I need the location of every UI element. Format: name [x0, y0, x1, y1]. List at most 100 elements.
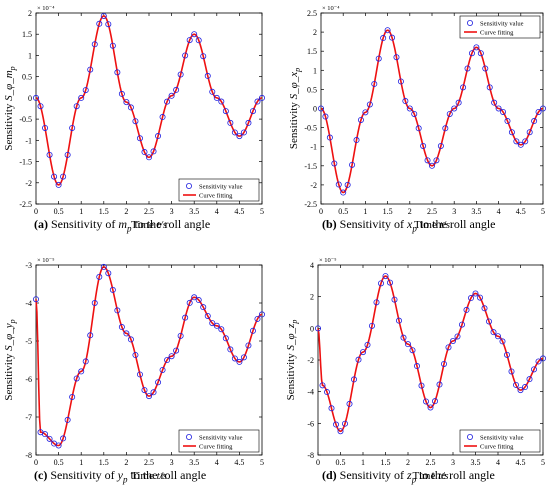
y-tick-label: -8 — [307, 451, 314, 460]
sensitivity-value-point — [337, 428, 344, 435]
y-tick-label: -4 — [307, 388, 314, 397]
y-tick-label: 2 — [310, 293, 314, 302]
caption-letter: (d) — [322, 468, 337, 482]
sensitivity-value-point — [397, 78, 404, 85]
caption-text-end: to the roll angle — [416, 217, 496, 231]
legend-marker-icon — [466, 433, 473, 440]
sensitivity-value-point — [458, 321, 465, 328]
sensitivity-value-point — [335, 181, 342, 188]
x-axis-label: Time t/s — [131, 219, 167, 231]
x-axis-label: Time t/s — [131, 470, 167, 482]
sensitivity-value-point — [258, 311, 265, 318]
sensitivity-value-point — [355, 356, 362, 363]
sensitivity-value-point — [331, 160, 338, 167]
sensitivity-value-point — [468, 50, 475, 57]
x-tick-label: 3 — [451, 458, 455, 467]
axis-exponent-label: × 10⁻⁴ — [37, 5, 55, 12]
y-tick-label: -2 — [25, 179, 32, 188]
panel-b: 0 0.5 1 1.5 2 2.5 3 3.5 4 4.5 5 -2.5 -2 -1.5 -1 -0.5 0 0.… — [288, 5, 547, 231]
sensitivity-value-point — [353, 137, 360, 144]
y-axis-label-subscript: p — [8, 319, 17, 324]
sensitivity-value-point — [389, 34, 396, 41]
y-tick-label: -3 — [25, 261, 32, 270]
sensitivity-value-point — [91, 41, 98, 48]
sensitivity-value-point — [463, 306, 470, 313]
x-tick-label: 4.5 — [234, 207, 244, 216]
sensitivity-value-point — [46, 151, 53, 158]
x-tick-label: 1.5 — [381, 458, 391, 467]
sensitivity-value-point — [213, 322, 220, 329]
sensitivity-value-point — [455, 99, 462, 106]
sensitivity-value-point — [249, 108, 256, 115]
sensitivity-value-point — [503, 351, 510, 358]
caption-variable: x — [407, 217, 413, 231]
y-tick-label: 1.5 — [22, 30, 32, 39]
sensitivity-value-point — [69, 124, 76, 131]
x-tick-label: 1 — [363, 207, 367, 216]
sensitivity-value-point — [437, 142, 444, 149]
sensitivity-value-point — [213, 94, 220, 101]
sensitivity-value-point — [164, 98, 171, 105]
x-tick-label: 1.5 — [99, 207, 109, 216]
sensitivity-value-point — [173, 86, 180, 93]
sensitivity-value-point — [141, 149, 148, 156]
x-tick-label: 3.5 — [189, 458, 199, 467]
x-tick-label: 3.5 — [471, 458, 481, 467]
x-tick-label: 4.5 — [516, 207, 526, 216]
sensitivity-value-point — [236, 358, 243, 365]
x-axis-label: Time t/s — [414, 219, 450, 231]
y-tick-label: 1 — [28, 51, 32, 60]
y-axis-label-text: Sensitivity — [3, 101, 15, 151]
sensitivity-value-point — [428, 162, 435, 169]
sensitivity-value-point — [159, 114, 166, 121]
y-tick-label: 1.5 — [307, 47, 317, 56]
sensitivity-value-point — [132, 118, 139, 125]
x-tick-label: 1 — [79, 207, 83, 216]
sensitivity-value-point — [150, 389, 157, 396]
sensitivity-value-point — [526, 376, 533, 383]
sensitivity-value-point — [406, 105, 413, 112]
y-tick-label: 1 — [313, 66, 317, 75]
y-tick-label: -1 — [25, 136, 32, 145]
sensitivity-value-point — [218, 326, 225, 333]
y-tick-label: -1.5 — [19, 158, 32, 167]
x-tick-label: 5 — [260, 207, 264, 216]
y-tick-label: 4 — [310, 261, 314, 270]
x-tick-label: 4.5 — [516, 458, 526, 467]
plot-frame — [35, 264, 263, 456]
sensitivity-value-point — [168, 92, 175, 99]
sensitivity-value-point — [375, 55, 382, 62]
x-tick-label: 2.5 — [144, 207, 154, 216]
sensitivity-value-point — [531, 366, 538, 373]
x-tick-label: 2 — [406, 458, 410, 467]
sensitivity-value-point — [368, 322, 375, 329]
sensitivity-value-point — [114, 69, 121, 76]
sensitivity-value-point — [449, 337, 456, 344]
sensitivity-value-point — [118, 90, 125, 97]
sensitivity-value-point — [191, 31, 198, 38]
y-tick-label: 0 — [310, 324, 314, 333]
x-tick-label: 0.5 — [54, 458, 64, 467]
y-tick-label: 0 — [28, 94, 32, 103]
legend-marker-icon — [185, 433, 192, 440]
axis-exponent-label: × 10⁻⁴ — [322, 5, 340, 12]
legend-marker-icon — [185, 182, 192, 189]
y-tick-label: -1 — [310, 143, 317, 152]
sensitivity-value-point — [364, 341, 371, 348]
caption-variable: y — [117, 468, 123, 482]
sensitivity-value-point — [400, 334, 407, 341]
legend-label: Sensitivity value — [480, 21, 524, 28]
y-tick-label: -0.5 — [304, 124, 317, 133]
sensitivity-value-point — [231, 129, 238, 136]
sensitivity-value-point — [145, 393, 152, 400]
sensitivity-value-point — [415, 125, 422, 132]
sensitivity-value-point — [204, 312, 211, 319]
sensitivity-value-point — [155, 133, 162, 140]
sensitivity-value-point — [245, 119, 252, 126]
sensitivity-value-point — [33, 296, 40, 303]
sensitivity-value-point — [467, 295, 474, 302]
x-axis-label-text: Time — [413, 470, 439, 482]
panel-caption: (b) Sensitivity of xp to the roll angle — [322, 217, 496, 233]
sensitivity-value-point — [535, 358, 542, 365]
sensitivity-value-point — [182, 52, 189, 59]
